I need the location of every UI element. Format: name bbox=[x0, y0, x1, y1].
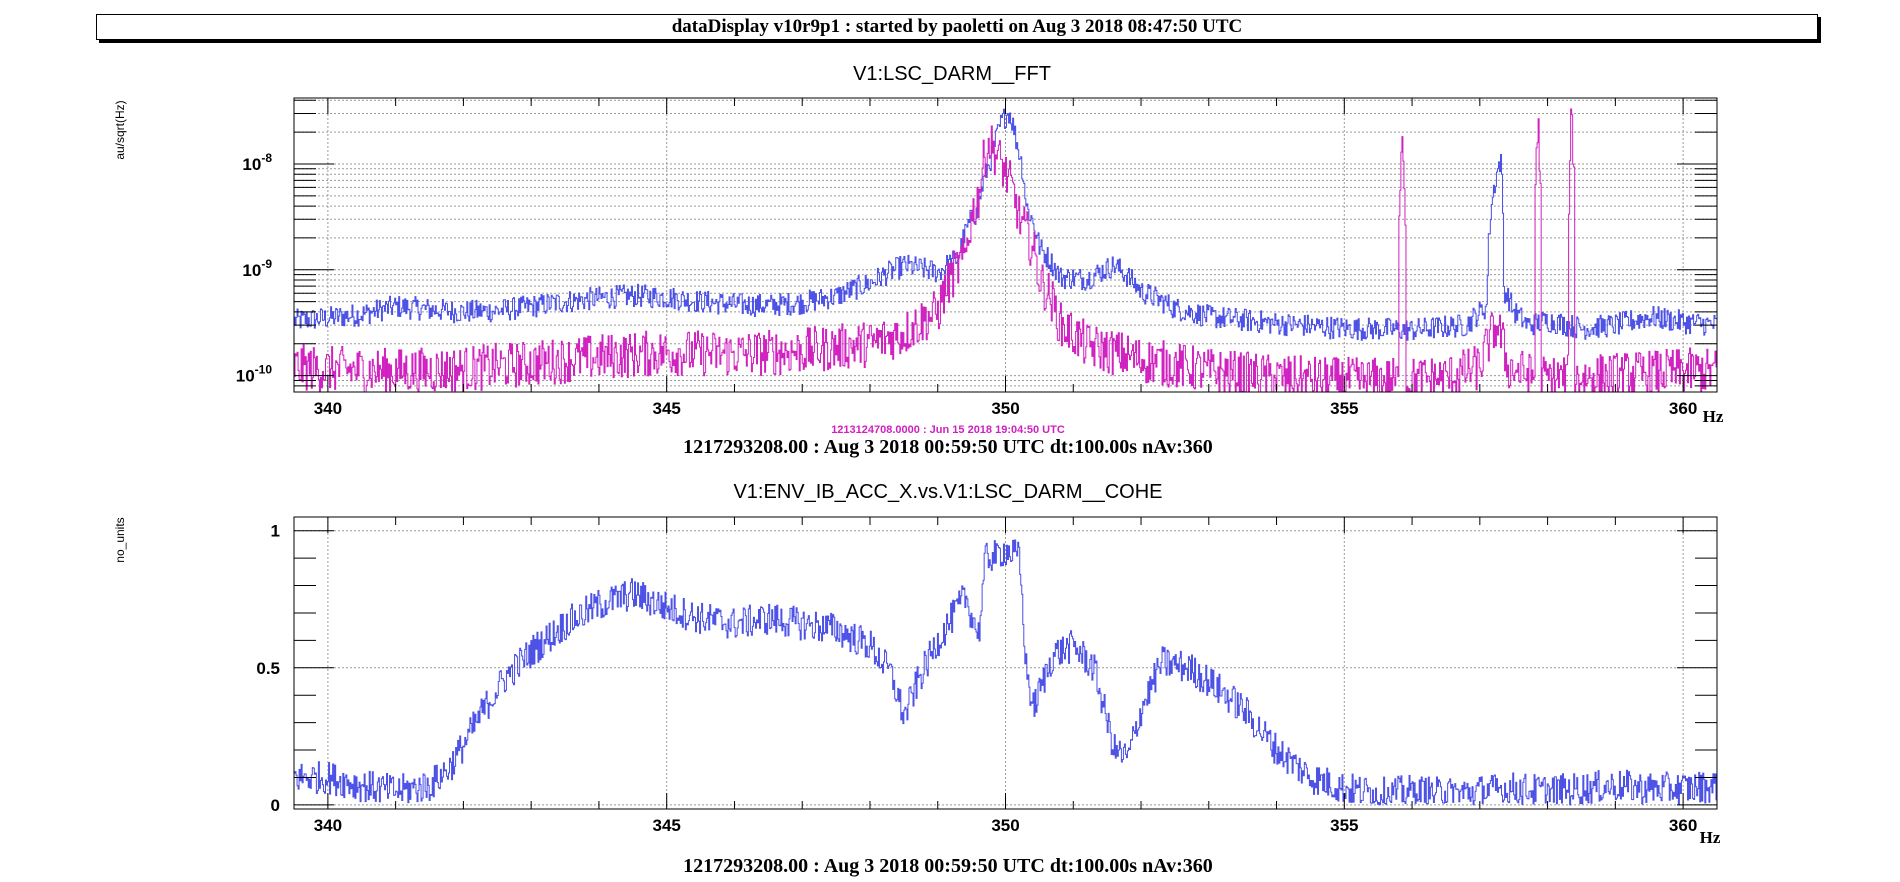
coherence-x-tick-label: 340 bbox=[314, 816, 342, 835]
fft-y-tick-label: 10-8 bbox=[242, 151, 272, 174]
coherence-plot: V1:ENV_IB_ACC_X.vs.V1:LSC_DARM__COHE no_… bbox=[113, 481, 1721, 877]
coherence-x-tick-label: 355 bbox=[1330, 816, 1358, 835]
fft-footer: 1217293208.00 : Aug 3 2018 00:59:50 UTC … bbox=[683, 436, 1213, 458]
coherence-x-axis-unit: Hz bbox=[1700, 828, 1721, 847]
fft-x-tick-label: 355 bbox=[1330, 399, 1358, 418]
coherence-x-tick-label: 360 bbox=[1669, 816, 1697, 835]
fft-series-0-line bbox=[294, 108, 1717, 341]
fft-plot: V1:LSC_DARM__FFT au/sqrt(Hz) 340 345 350 35… bbox=[113, 63, 1724, 458]
coherence-y-tick-label: 1 bbox=[271, 522, 280, 541]
header-title-box: dataDisplay v10r9p1 : started by paolett… bbox=[96, 14, 1818, 40]
fft-x-tick-label: 350 bbox=[991, 399, 1019, 418]
coherence-x-tick-label: 345 bbox=[653, 816, 681, 835]
fft-series-1-line bbox=[294, 108, 1717, 392]
fft-x-axis-unit: Hz bbox=[1703, 407, 1724, 426]
fft-x-tick-label: 340 bbox=[314, 399, 342, 418]
coherence-x-tick-label: 350 bbox=[991, 816, 1019, 835]
fft-y-tick-label: 10-10 bbox=[236, 363, 273, 386]
coherence-y-tick-label: 0 bbox=[271, 796, 280, 815]
fft-x-tick-label: 360 bbox=[1669, 399, 1697, 418]
header-title: dataDisplay v10r9p1 : started by paolett… bbox=[671, 16, 1243, 37]
coherence-grid bbox=[294, 517, 1717, 809]
fft-y-axis-label: au/sqrt(Hz) bbox=[113, 100, 127, 159]
coherence-plot-title: V1:ENV_IB_ACC_X.vs.V1:LSC_DARM__COHE bbox=[733, 481, 1162, 503]
coherence-y-axis-label: no_units bbox=[113, 517, 127, 562]
fft-plot-title: V1:LSC_DARM__FFT bbox=[853, 63, 1051, 85]
coherence-series-0-line bbox=[294, 539, 1717, 806]
fft-y-tick-label: 10-9 bbox=[242, 257, 272, 280]
coherence-footer: 1217293208.00 : Aug 3 2018 00:59:50 UTC … bbox=[683, 855, 1213, 877]
fft-reference-label: 1213124708.0000 : Jun 15 2018 19:04:50 U… bbox=[831, 424, 1065, 436]
fft-x-tick-label: 345 bbox=[653, 399, 681, 418]
coherence-y-tick-label: 0.5 bbox=[256, 659, 280, 678]
